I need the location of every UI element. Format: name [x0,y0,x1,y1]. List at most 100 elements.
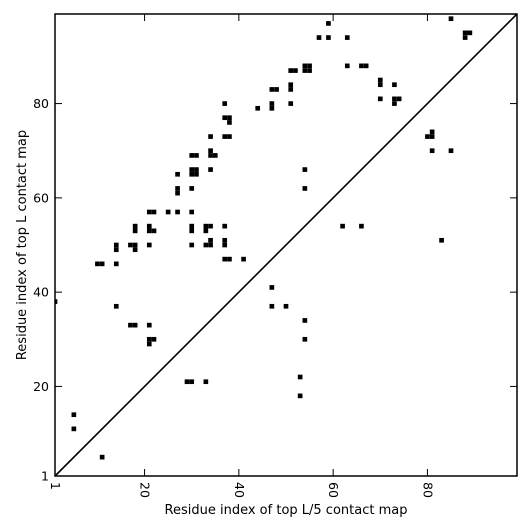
contact-point [132,223,138,229]
contact-point [208,134,213,139]
contact-point [146,223,152,229]
contact-point [340,223,345,229]
contact-point [227,120,232,125]
contact-point [165,209,171,215]
y-axis-title: Residue index of top L contact map [15,130,30,360]
contact-point [151,336,157,342]
contact-point [344,35,350,40]
contact-point [363,63,369,69]
contact-point [189,153,195,158]
y-tick-label: 80 [33,96,49,111]
points-layer [55,16,473,460]
contact-point [132,247,138,253]
contact-point [326,35,331,40]
contact-point [439,237,444,243]
contact-point [189,186,195,191]
contact-point [392,82,397,88]
contact-point [302,63,308,69]
contact-point [194,153,199,158]
contact-point [151,209,157,215]
contact-point [227,256,232,262]
contact-point [146,341,152,347]
contact-point [113,261,119,267]
contact-point [396,96,402,102]
contact-point [288,101,294,106]
y-tick-label: 40 [33,285,49,300]
contact-point [283,303,289,309]
contact-point [302,336,308,342]
contact-point [269,101,275,106]
contact-point [288,68,294,73]
contact-point [359,63,364,69]
contact-point [302,167,308,172]
x-axis-ticks: 1 20 40 60 80 [48,14,435,498]
contact-point [203,379,209,385]
contact-point [189,242,195,248]
contact-point [208,148,213,154]
contact-point [146,228,152,234]
contact-point [99,261,105,267]
contact-point [344,63,350,69]
contact-point [297,374,303,380]
contact-point [189,171,195,177]
contact-point [128,242,133,248]
contact-point [269,303,275,309]
contact-point [255,105,261,111]
contact-point [189,228,195,234]
contact-point [448,148,454,154]
contact-point [429,129,435,135]
contact-point [274,87,279,92]
contact-point [222,101,228,106]
contact-point [208,223,213,229]
contact-point [151,228,157,234]
contact-point [429,134,435,139]
contact-point [194,167,199,172]
contact-point [208,237,213,243]
contact-point [297,393,303,399]
contact-point [146,242,152,248]
plot-area [54,13,518,477]
contact-point [288,82,294,88]
contact-point [128,322,133,328]
contact-point [222,115,228,121]
contact-point [222,256,228,262]
x-axis-title: Residue index of top L/5 contact map [165,503,408,518]
contact-point [307,68,312,73]
y-axis-ticks: 1 20 40 60 80 [33,96,517,484]
contact-point [429,148,435,154]
contact-point [203,223,209,229]
contact-point [392,101,397,106]
contact-point [132,228,138,234]
contact-point [95,261,100,267]
contact-point [189,379,195,385]
contact-point [302,186,308,191]
contact-point [222,237,228,243]
x-tick-label: 1 [48,482,63,490]
contact-point [146,336,152,342]
contact-point [146,322,152,328]
contact-point [113,247,119,253]
x-tick-label: 40 [232,482,247,498]
contact-point [222,134,228,139]
contact-point [269,105,275,111]
contact-point [425,134,430,139]
contact-point [175,190,180,196]
contact-point [241,256,246,262]
contact-point [377,82,383,88]
contact-point [132,242,138,248]
x-tick-label: 80 [420,482,435,498]
contact-point [208,242,213,248]
contact-point [208,153,213,158]
contact-point [212,153,218,158]
contact-point [302,318,308,323]
contact-point [293,68,298,73]
contact-point [392,96,397,102]
contact-point [467,30,473,36]
contact-point [326,21,331,26]
y-tick-label: 1 [41,469,49,484]
contact-point [269,285,275,290]
contact-point [189,209,195,215]
x-tick-label: 20 [138,482,153,498]
contact-point [203,242,209,248]
